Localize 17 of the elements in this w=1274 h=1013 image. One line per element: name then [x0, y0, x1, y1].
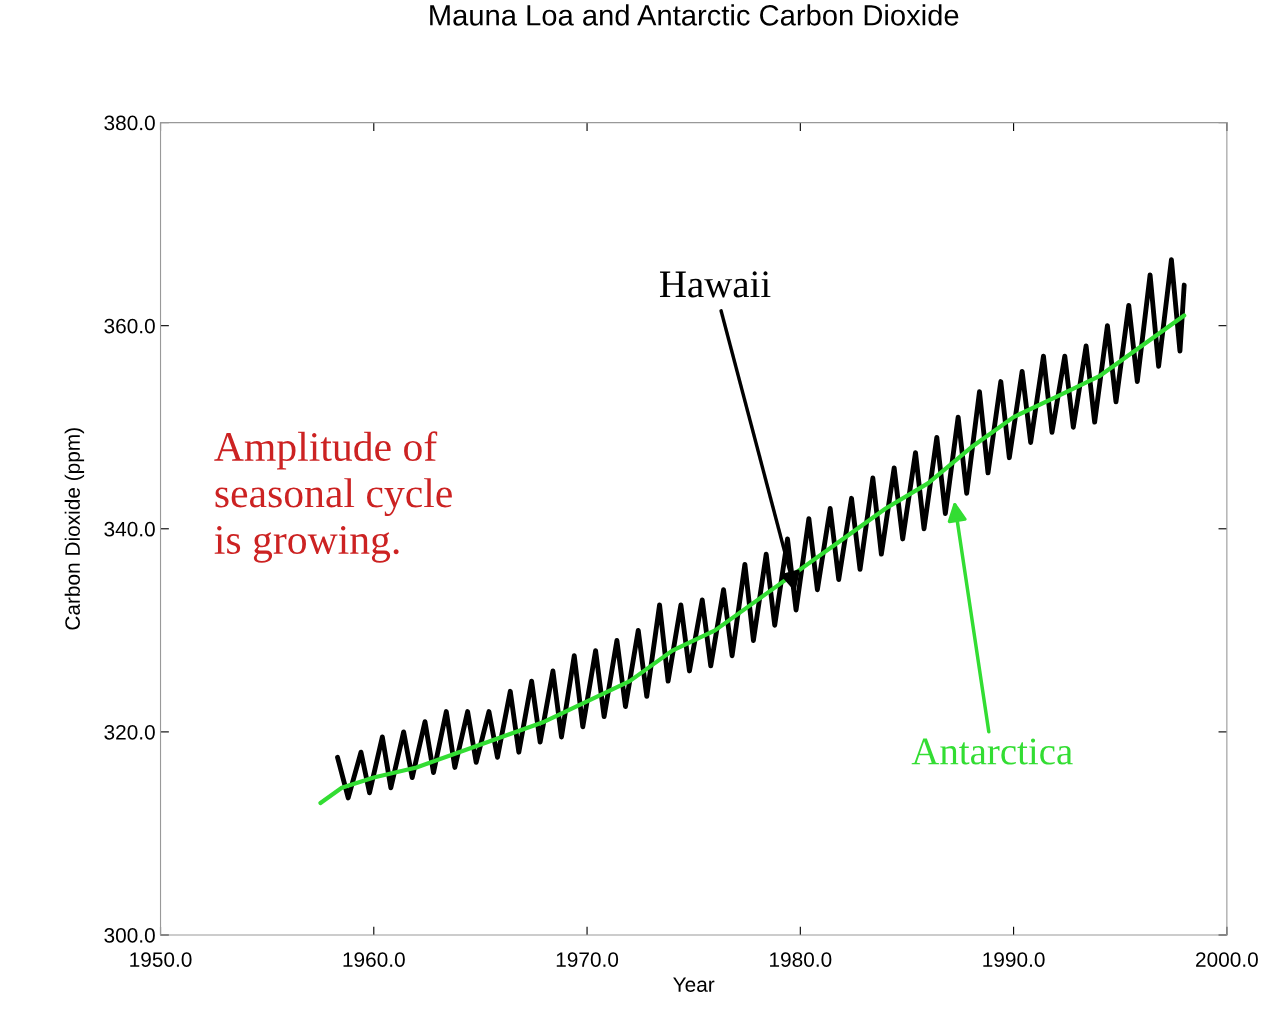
text: Antarctica: [911, 738, 1073, 765]
y-tick-label: 380.0: [104, 115, 155, 131]
x-tick-label: 1980.0: [770, 952, 832, 967]
annotation: Amplitude of seasonal cycle is growing.: [214, 431, 452, 563]
x-tick-label: 2000.0: [1196, 952, 1258, 967]
x-tick-label: 1950.0: [130, 952, 192, 967]
chart-title: Mauna Loa and Antarctic Carbon Dioxide: [430, 4, 959, 26]
x-tick-label: 1970.0: [556, 952, 619, 967]
x-axis-title: Year: [673, 977, 715, 992]
y-axis-title: Carbon Dioxide (ppm): [64, 428, 85, 630]
y-tick-label: 340.0: [104, 521, 155, 537]
y-tick-label: 300.0: [104, 928, 155, 943]
y-tick-label: 360.0: [104, 318, 155, 334]
text: Hawaii: [659, 271, 771, 298]
x-tick-label: 1990.0: [983, 952, 1045, 967]
x-tick-label: 1960.0: [343, 952, 405, 967]
y-tick-label: 320.0: [104, 724, 155, 740]
